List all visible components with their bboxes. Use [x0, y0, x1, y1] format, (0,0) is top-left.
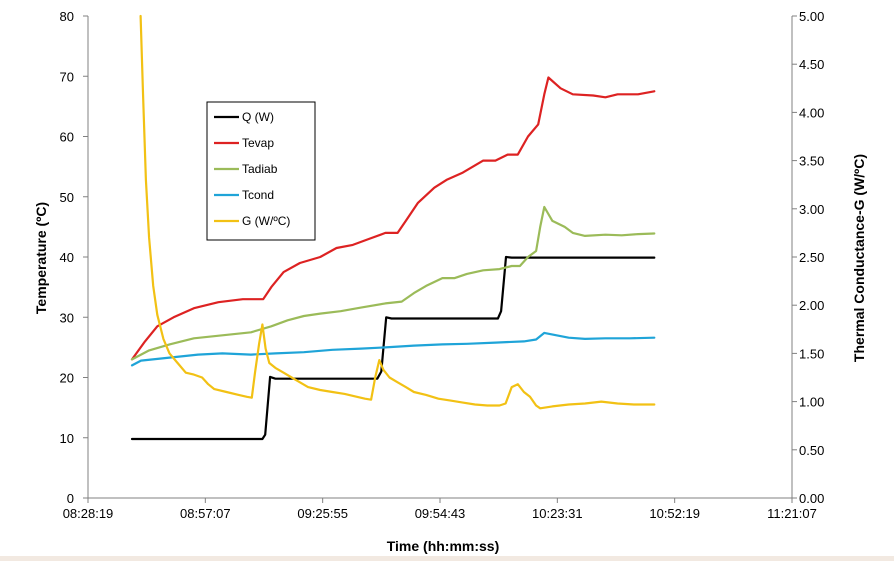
legend-label: Tcond — [242, 188, 274, 202]
y-tick-label: 80 — [60, 9, 74, 24]
series-line-4 — [139, 14, 656, 410]
right-axis-ticks: 0.00 0.50 1.00 1.50 2.00 2.50 3.00 3.50 4.00 4.50… — [792, 9, 824, 506]
y2-tick-label: 4.00 — [799, 105, 824, 120]
y2-tick-label: 4.50 — [799, 57, 824, 72]
bottom-strip — [0, 556, 894, 561]
legend-label: Tadiab — [242, 162, 278, 176]
series-line-1 — [130, 76, 656, 361]
legend-label: G (W/ºC) — [242, 214, 290, 228]
x-axis-title: Time (hh:mm:ss) — [387, 538, 500, 554]
x-axis-ticks: 08:28:19 08:57:07 09:25:55 09:54:43 10:23:31… — [63, 498, 817, 521]
series-layer — [130, 14, 656, 441]
y2-tick-label: 0.50 — [799, 443, 824, 458]
y2-axis-title: Thermal Conductance-G (W/ºC) — [851, 154, 867, 362]
y-tick-label: 70 — [60, 69, 74, 84]
y-tick-label: 30 — [60, 310, 74, 325]
y-tick-label: 50 — [60, 190, 74, 205]
x-tick-label: 08:28:19 — [63, 506, 114, 521]
x-tick-label: 08:57:07 — [180, 506, 231, 521]
x-tick-label: 10:23:31 — [532, 506, 583, 521]
y2-tick-label: 1.50 — [799, 346, 824, 361]
y-tick-label: 10 — [60, 431, 74, 446]
x-tick-label: 10:52:19 — [649, 506, 700, 521]
left-axis-ticks: 0 10 20 30 40 50 60 70 80 — [60, 9, 88, 506]
y-axis-title: Temperature (ºC) — [33, 202, 49, 314]
y-tick-label: 0 — [67, 491, 74, 506]
x-tick-label: 11:21:07 — [767, 506, 817, 521]
series-line-2 — [130, 205, 656, 361]
y-tick-label: 40 — [60, 250, 74, 265]
legend: Q (W) Tevap Tadiab Tcond G (W/ºC) — [206, 101, 316, 241]
y-tick-label: 60 — [60, 130, 74, 145]
x-tick-label: 09:54:43 — [415, 506, 466, 521]
y2-tick-label: 3.50 — [799, 154, 824, 169]
legend-label: Q (W) — [242, 110, 274, 124]
y2-tick-label: 0.00 — [799, 491, 824, 506]
legend-box — [206, 101, 316, 241]
y2-tick-label: 1.00 — [799, 395, 824, 410]
y-tick-label: 20 — [60, 371, 74, 386]
y2-tick-label: 5.00 — [799, 9, 824, 24]
series-line-3 — [130, 331, 656, 367]
legend-label: Tevap — [242, 136, 274, 150]
series-line-0 — [130, 255, 656, 441]
x-tick-label: 09:25:55 — [297, 506, 348, 521]
y2-tick-label: 3.00 — [799, 202, 824, 217]
y2-tick-label: 2.00 — [799, 298, 824, 313]
axes — [87, 16, 793, 499]
y2-tick-label: 2.50 — [799, 250, 824, 265]
